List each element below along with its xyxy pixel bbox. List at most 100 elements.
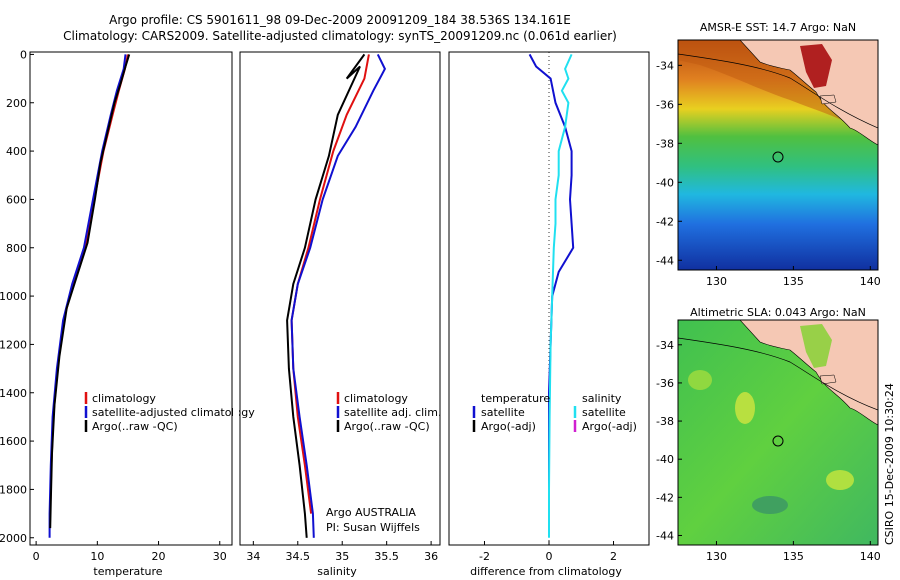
- difference-axis-ticks: -2 0 2: [479, 541, 617, 563]
- salinity-axis-ticks: 34 34.5 35 35.5 36: [246, 541, 438, 563]
- legend-label-climatology: climatology: [92, 392, 156, 405]
- figure-title-line1: Argo profile: CS 5901611_98 09-Dec-2009 …: [109, 13, 571, 27]
- sla-map-ticks: 130 135 140 -34 -36 -38 -40 -42 -44: [656, 339, 881, 563]
- map-y-tick-label: -38: [656, 137, 674, 150]
- x-tick-label: 36: [424, 550, 438, 563]
- difference-series: [528, 53, 575, 538]
- map-y-tick-label: -36: [656, 377, 674, 390]
- map-x-tick-label: 135: [783, 550, 804, 563]
- map-x-tick-label: 140: [860, 275, 881, 288]
- temperature-series: [48, 54, 131, 538]
- legend-label-temp-satellite: satellite: [481, 406, 525, 419]
- sst-map-frame: [677, 39, 879, 271]
- depth-axis-ticks: 0 200 400 600 800 1000 1200 1400 1600 1800 2000: [0, 48, 34, 545]
- sst-land-australia: [739, 40, 878, 146]
- depth-tick-label: 1000: [0, 290, 27, 303]
- sla-anomaly: [752, 496, 788, 514]
- legend-header-salinity: salinity: [582, 392, 622, 405]
- x-tick-label: 20: [152, 550, 166, 563]
- sla-contour: [678, 337, 878, 411]
- x-tick-label: 34: [246, 550, 260, 563]
- legend-label-climatology: climatology: [344, 392, 408, 405]
- legend-label-sal-argo: Argo(-adj): [582, 420, 637, 433]
- series-line: [528, 53, 575, 514]
- sla-map-frame: [677, 319, 879, 546]
- legend-label-satellite: satellite adj. clim.: [344, 406, 441, 419]
- sst-contour: [678, 53, 878, 129]
- series-line: [49, 54, 129, 514]
- map-y-tick-label: -40: [656, 453, 674, 466]
- legend-label-argo: Argo(..raw -QC): [92, 420, 178, 433]
- temperature-legend: climatology satellite-adjusted climatolo…: [84, 392, 255, 433]
- depth-tick-label: 200: [6, 97, 27, 110]
- legend-label-temp-argo: Argo(-adj): [481, 420, 536, 433]
- sst-map-title: AMSR-E SST: 14.7 Argo: NaN: [700, 21, 856, 34]
- sst-argo-marker: [772, 151, 784, 163]
- x-tick-label: 0: [546, 550, 553, 563]
- sst-map-ticks: 130 135 140 -34 -36 -38 -40 -42 -44: [656, 59, 881, 288]
- legend-label-sal-satellite: satellite: [582, 406, 626, 419]
- depth-tick-label: 400: [6, 145, 27, 158]
- salinity-series: [286, 53, 387, 538]
- map-y-tick-label: -34: [656, 59, 674, 72]
- x-tick-label: 35.5: [374, 550, 399, 563]
- sst-map: [678, 40, 878, 270]
- x-tick-label: 30: [213, 550, 227, 563]
- series-line: [286, 53, 366, 538]
- x-tick-label: 34.5: [286, 550, 311, 563]
- sla-anomaly: [735, 392, 755, 424]
- depth-tick-label: 1200: [0, 338, 27, 351]
- depth-tick-label: 2000: [0, 532, 27, 545]
- sla-gulf-region: [800, 324, 832, 368]
- map-y-tick-label: -44: [656, 529, 674, 542]
- footer-timestamp: CSIRO 15-Dec-2009 10:30:24: [883, 383, 896, 545]
- temperature-axis-label: temperature: [93, 565, 162, 578]
- legend-label-satellite: satellite-adjusted climatology: [92, 406, 255, 419]
- sst-gulf-region: [800, 44, 832, 88]
- x-tick-label: 0: [33, 550, 40, 563]
- series-line: [290, 53, 387, 538]
- depth-tick-label: 1800: [0, 483, 27, 496]
- series-line: [548, 53, 573, 538]
- difference-legend: temperature salinity satellite Argo(-adj…: [472, 392, 637, 433]
- map-y-tick-label: -42: [656, 491, 674, 504]
- map-y-tick-label: -36: [656, 98, 674, 111]
- sla-map-title: Altimetric SLA: 0.043 Argo: NaN: [690, 306, 866, 319]
- pi-annotation: PI: Susan Wijffels: [326, 521, 420, 534]
- legend-overflow-mask: [233, 385, 239, 435]
- figure-title-line2: Climatology: CARS2009. Satellite-adjuste…: [63, 29, 617, 43]
- temperature-plot-frame: [29, 51, 233, 546]
- salinity-axis-label: salinity: [317, 565, 357, 578]
- sla-anomaly: [688, 370, 712, 390]
- sla-argo-marker: [772, 435, 784, 447]
- series-line: [49, 54, 131, 529]
- sla-land-australia: [739, 320, 878, 426]
- sst-kangaroo-island: [819, 94, 837, 105]
- legend-header-temperature: temperature: [481, 392, 550, 405]
- map-y-tick-label: -34: [656, 339, 674, 352]
- map-y-tick-label: -42: [656, 215, 674, 228]
- sla-anomaly: [826, 470, 854, 490]
- depth-tick-label: 0: [20, 48, 27, 61]
- x-tick-label: -2: [479, 550, 490, 563]
- salinity-plot-frame: [239, 51, 441, 546]
- salinity-legend: climatology satellite adj. clim. Argo(..…: [326, 392, 441, 534]
- x-tick-label: 10: [90, 550, 104, 563]
- x-tick-label: 2: [610, 550, 617, 563]
- map-y-tick-label: -40: [656, 176, 674, 189]
- map-y-tick-label: -38: [656, 415, 674, 428]
- map-x-tick-label: 140: [860, 550, 881, 563]
- map-x-tick-label: 135: [783, 275, 804, 288]
- x-tick-label: 35: [335, 550, 349, 563]
- depth-tick-label: 600: [6, 193, 27, 206]
- map-x-tick-label: 130: [706, 275, 727, 288]
- map-y-tick-label: -44: [656, 254, 674, 267]
- sla-map: [678, 320, 878, 545]
- legend-label-argo: Argo(..raw -QC): [344, 420, 430, 433]
- difference-axis-label: difference from climatology: [470, 565, 622, 578]
- depth-tick-label: 1400: [0, 387, 27, 400]
- temperature-axis-ticks: 0 10 20 30: [33, 541, 227, 563]
- series-line: [48, 54, 127, 538]
- institution-annotation: Argo AUSTRALIA: [326, 506, 416, 519]
